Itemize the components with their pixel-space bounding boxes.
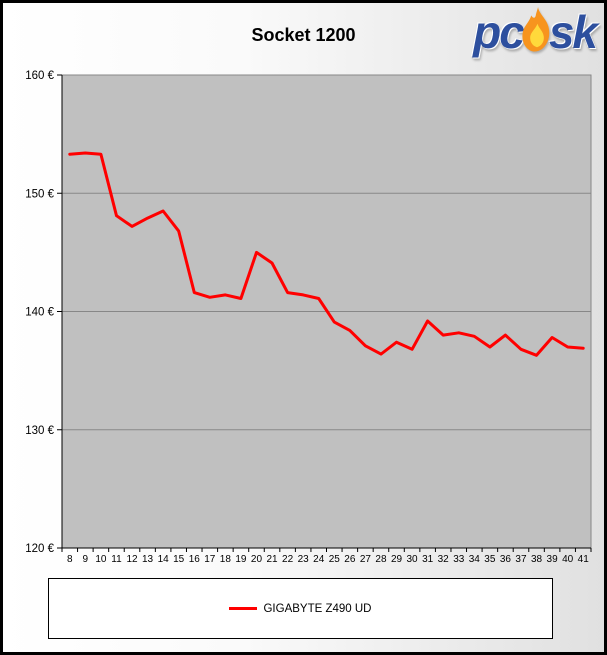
- svg-text:15: 15: [173, 554, 185, 565]
- svg-text:160 €: 160 €: [25, 70, 54, 82]
- svg-text:29: 29: [391, 554, 403, 565]
- legend: GIGABYTE Z490 UD: [48, 578, 553, 639]
- svg-text:8: 8: [67, 554, 73, 565]
- svg-text:18: 18: [220, 554, 232, 565]
- svg-text:38: 38: [531, 554, 543, 565]
- pcsk-logo: pc sk: [473, 6, 598, 58]
- svg-text:39: 39: [547, 554, 559, 565]
- svg-text:25: 25: [329, 554, 341, 565]
- svg-text:9: 9: [83, 554, 89, 565]
- svg-text:34: 34: [469, 554, 481, 565]
- svg-text:27: 27: [360, 554, 372, 565]
- svg-text:35: 35: [484, 554, 496, 565]
- svg-text:30: 30: [407, 554, 419, 565]
- svg-text:10: 10: [95, 554, 107, 565]
- svg-text:40: 40: [562, 554, 574, 565]
- svg-text:16: 16: [189, 554, 201, 565]
- svg-text:28: 28: [375, 554, 387, 565]
- svg-text:33: 33: [453, 554, 465, 565]
- svg-text:21: 21: [266, 554, 278, 565]
- svg-text:120 €: 120 €: [25, 543, 54, 555]
- svg-text:36: 36: [500, 554, 512, 565]
- svg-text:12: 12: [126, 554, 138, 565]
- logo-text-pc: pc: [473, 6, 525, 58]
- svg-text:31: 31: [422, 554, 434, 565]
- svg-text:11: 11: [111, 554, 122, 565]
- svg-text:17: 17: [204, 554, 216, 565]
- svg-text:14: 14: [158, 554, 170, 565]
- svg-text:37: 37: [515, 554, 527, 565]
- logo-text-sk: sk: [548, 6, 598, 58]
- legend-line-swatch: [229, 607, 258, 610]
- svg-text:26: 26: [344, 554, 356, 565]
- legend-label: GIGABYTE Z490 UD: [263, 602, 372, 615]
- page-title: Socket 1200: [251, 25, 356, 45]
- svg-text:24: 24: [313, 554, 325, 565]
- svg-text:13: 13: [142, 554, 154, 565]
- svg-text:41: 41: [578, 554, 590, 565]
- svg-text:32: 32: [438, 554, 450, 565]
- svg-text:20: 20: [251, 554, 263, 565]
- svg-text:130 €: 130 €: [25, 425, 54, 437]
- price-chart: 160 € 150 € 140 € 130 € 120 € 8 9 10 11 12 13 14 15 1…: [25, 70, 592, 565]
- svg-text:19: 19: [235, 554, 247, 565]
- svg-text:140 €: 140 €: [25, 307, 54, 319]
- flame-icon: [522, 7, 550, 52]
- svg-text:150 €: 150 €: [25, 188, 54, 200]
- svg-text:22: 22: [282, 554, 294, 565]
- svg-text:23: 23: [298, 554, 310, 565]
